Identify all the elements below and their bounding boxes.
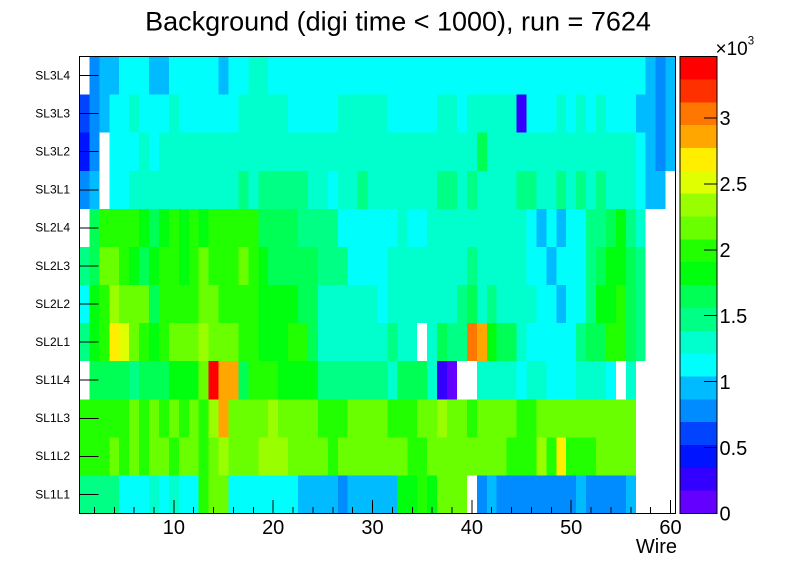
- svg-text:SL3L4: SL3L4: [35, 68, 70, 82]
- svg-text:SL3L1: SL3L1: [35, 183, 70, 197]
- svg-text:10: 10: [163, 517, 185, 539]
- svg-text:SL3L2: SL3L2: [35, 145, 70, 159]
- svg-text:0: 0: [720, 504, 731, 526]
- svg-text:2.5: 2.5: [720, 174, 748, 196]
- svg-text:20: 20: [262, 517, 284, 539]
- svg-text:SL2L1: SL2L1: [35, 335, 70, 349]
- svg-text:SL2L3: SL2L3: [35, 259, 70, 273]
- svg-text:60: 60: [659, 517, 681, 539]
- svg-text:Background (digi time < 1000),: Background (digi time < 1000), run = 762…: [145, 6, 651, 36]
- svg-text:SL1L4: SL1L4: [35, 373, 70, 387]
- svg-text:3: 3: [720, 108, 731, 130]
- svg-text:Wire: Wire: [636, 536, 677, 558]
- svg-text:1: 1: [720, 372, 731, 394]
- svg-text:×103: ×103: [716, 36, 755, 61]
- svg-text:SL1L3: SL1L3: [35, 411, 70, 425]
- svg-text:SL2L2: SL2L2: [35, 297, 70, 311]
- svg-text:40: 40: [461, 517, 483, 539]
- svg-text:2: 2: [720, 240, 731, 262]
- svg-text:30: 30: [361, 517, 383, 539]
- svg-text:0.5: 0.5: [720, 438, 748, 460]
- svg-text:1.5: 1.5: [720, 306, 748, 328]
- svg-text:SL1L1: SL1L1: [35, 487, 70, 501]
- svg-text:SL1L2: SL1L2: [35, 449, 70, 463]
- svg-text:SL2L4: SL2L4: [35, 221, 70, 235]
- svg-text:50: 50: [560, 517, 582, 539]
- svg-text:SL3L3: SL3L3: [35, 106, 70, 120]
